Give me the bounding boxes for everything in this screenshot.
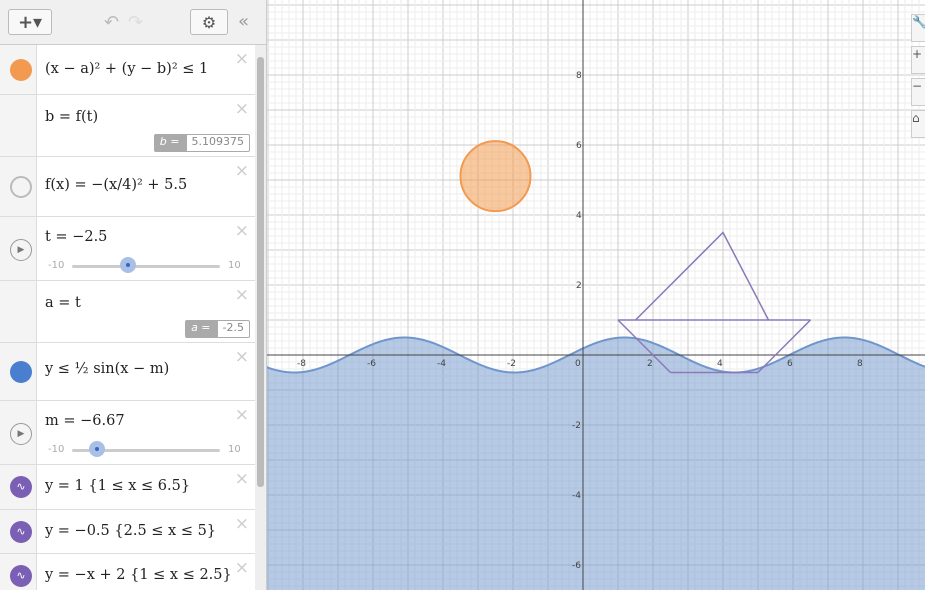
y-tick-label: 4 — [576, 211, 582, 221]
expression-text[interactable]: y ≤ ½ sin(x − m) — [45, 361, 170, 377]
expression-text[interactable]: m = −6.67 — [45, 413, 125, 429]
x-tick-label: -2 — [507, 359, 516, 369]
computed-value: a = -2.5 — [185, 320, 250, 338]
x-tick-label: -6 — [367, 359, 376, 369]
wave-icon[interactable]: ∿ — [10, 476, 32, 498]
delete-icon[interactable]: × — [234, 99, 249, 119]
delete-icon[interactable]: × — [234, 405, 249, 425]
x-tick-label: 4 — [717, 359, 723, 369]
wave-curve — [265, 336, 925, 374]
y-tick-label: -2 — [572, 421, 581, 431]
y-tick-label: -6 — [572, 561, 581, 571]
expression-row[interactable]: ▶ t = −2.5 × -10 10 — [0, 217, 255, 281]
y-tick-label: -4 — [572, 491, 581, 501]
scrollbar-thumb[interactable] — [257, 57, 264, 487]
delete-icon[interactable]: × — [234, 347, 249, 367]
delete-icon[interactable]: × — [234, 558, 249, 578]
add-item-button[interactable]: +▾ — [8, 9, 52, 35]
y-tick-label: 6 — [576, 141, 582, 151]
home-icon[interactable]: ⌂ — [911, 110, 925, 138]
color-toggle-icon[interactable] — [10, 361, 32, 383]
wrench-icon[interactable]: 🔧 — [911, 14, 925, 42]
delete-icon[interactable]: × — [234, 221, 249, 241]
expression-text[interactable]: a = t — [45, 295, 81, 311]
expression-row[interactable]: ∿ y = −x + 2 {1 ≤ x ≤ 2.5} × — [0, 554, 255, 590]
expression-row[interactable]: f(x) = −(x/4)² + 5.5 × — [0, 157, 255, 217]
expression-list: (x − a)² + (y − b)² ≤ 1 × b = f(t) × b =… — [0, 45, 255, 590]
expression-row[interactable]: y ≤ ½ sin(x − m) × — [0, 343, 255, 401]
delete-icon[interactable]: × — [234, 285, 249, 305]
expression-text[interactable]: y = −0.5 {2.5 ≤ x ≤ 5} — [45, 523, 217, 539]
expression-text[interactable]: t = −2.5 — [45, 229, 108, 245]
slider-knob[interactable] — [119, 257, 136, 273]
expression-row[interactable]: (x − a)² + (y − b)² ≤ 1 × — [0, 45, 255, 95]
expression-row[interactable]: ∿ y = −0.5 {2.5 ≤ x ≤ 5} × — [0, 510, 255, 554]
x-tick-label: 2 — [647, 359, 653, 369]
sun-circle — [459, 140, 532, 213]
toolbar: +▾ ↶ ↷ ⚙ « — [0, 0, 266, 45]
slider-min[interactable]: -10 — [48, 260, 65, 271]
x-tick-label: 8 — [857, 359, 863, 369]
expression-panel: +▾ ↶ ↷ ⚙ « (x − a)² + (y − b)² ≤ 1 × b =… — [0, 0, 267, 590]
boat-sail — [634, 231, 770, 321]
expression-text[interactable]: y = −x + 2 {1 ≤ x ≤ 2.5} — [45, 567, 232, 583]
wave-region — [266, 337, 925, 590]
hidden-graph-icon[interactable] — [10, 176, 32, 198]
y-tick-label: 2 — [576, 281, 582, 291]
wave-icon[interactable]: ∿ — [10, 565, 32, 587]
x-tick-label: 6 — [787, 359, 793, 369]
slider-max[interactable]: 10 — [228, 444, 241, 455]
slider-max[interactable]: 10 — [228, 260, 241, 271]
panel-scrollbar[interactable] — [255, 45, 266, 590]
slider-min[interactable]: -10 — [48, 444, 65, 455]
delete-icon[interactable]: × — [234, 514, 249, 534]
expression-text[interactable]: y = 1 {1 ≤ x ≤ 6.5} — [45, 478, 191, 494]
x-tick-label: -8 — [297, 359, 306, 369]
play-icon[interactable]: ▶ — [10, 423, 32, 445]
expression-text[interactable]: f(x) = −(x/4)² + 5.5 — [45, 177, 188, 193]
boat-left-hull-line — [617, 319, 672, 374]
zoom-in-icon[interactable]: + — [911, 46, 925, 74]
zoom-out-icon[interactable]: − — [911, 78, 925, 106]
play-icon[interactable]: ▶ — [10, 239, 32, 261]
color-toggle-icon[interactable] — [10, 59, 32, 81]
expression-row[interactable]: a = t × a = -2.5 — [0, 281, 255, 343]
expression-row[interactable]: ▶ m = −6.67 × -10 10 — [0, 401, 255, 465]
delete-icon[interactable]: × — [234, 161, 249, 181]
expression-row[interactable]: b = f(t) × b = 5.109375 — [0, 95, 255, 157]
graph-tools: 🔧 + − ⌂ — [911, 14, 925, 142]
slider-track[interactable] — [72, 449, 220, 452]
expression-text[interactable]: b = f(t) — [45, 109, 99, 125]
y-tick-label: 8 — [576, 71, 582, 81]
computed-value: b = 5.109375 — [153, 134, 250, 152]
boat-right-hull-line — [757, 319, 812, 374]
settings-gear-icon[interactable]: ⚙ — [190, 9, 228, 35]
delete-icon[interactable]: × — [234, 469, 249, 489]
expression-text[interactable]: (x − a)² + (y − b)² ≤ 1 — [45, 61, 209, 77]
x-tick-label: 0 — [575, 359, 581, 369]
x-tick-label: -4 — [437, 359, 446, 369]
redo-icon[interactable]: ↷ — [128, 12, 144, 33]
expression-row[interactable]: ∿ y = 1 {1 ≤ x ≤ 6.5} × — [0, 465, 255, 510]
delete-icon[interactable]: × — [234, 49, 249, 69]
slider-knob[interactable] — [88, 441, 105, 457]
undo-icon[interactable]: ↶ — [104, 12, 120, 33]
collapse-panel-icon[interactable]: « — [238, 11, 250, 32]
wave-icon[interactable]: ∿ — [10, 521, 32, 543]
slider-track[interactable] — [72, 265, 220, 268]
